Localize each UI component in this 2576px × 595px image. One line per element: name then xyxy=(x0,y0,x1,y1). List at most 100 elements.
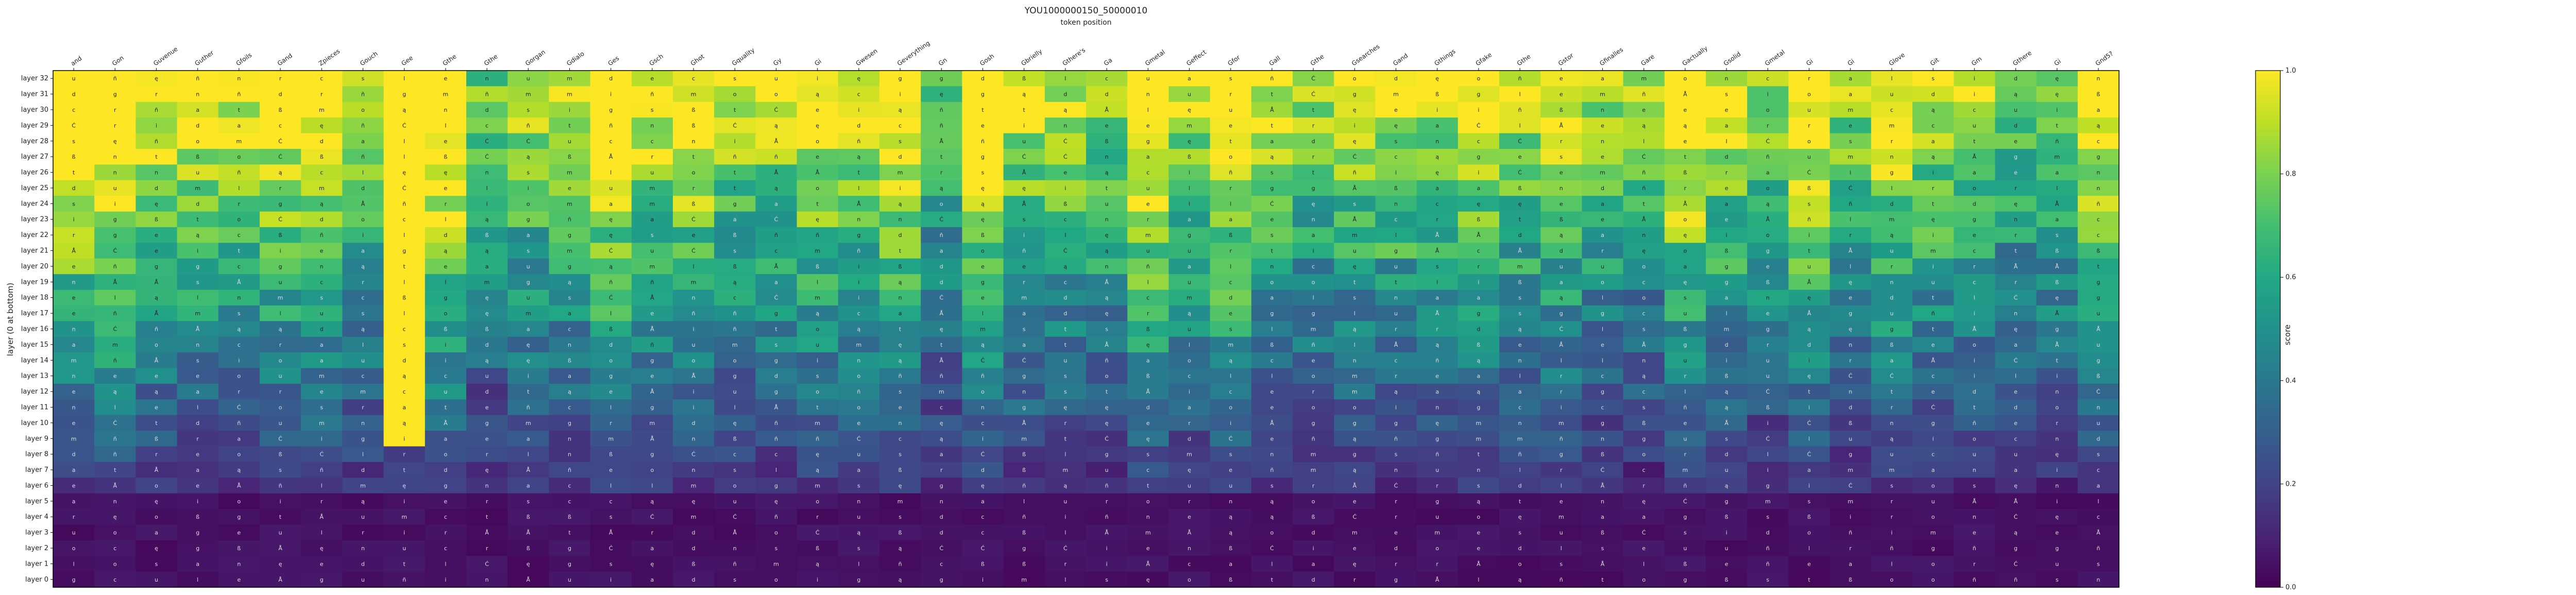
cell-annotation: Ć xyxy=(2014,295,2018,301)
cell-annotation: t xyxy=(899,326,902,333)
cell-annotation: i xyxy=(1808,482,1810,489)
heatmap-cell xyxy=(1871,86,1913,103)
cell-annotation: m xyxy=(1930,530,1936,536)
cell-annotation: i xyxy=(693,388,694,395)
heatmap-cell xyxy=(1416,117,1459,134)
cell-annotation: g xyxy=(1270,310,1274,317)
cell-annotation: r xyxy=(1395,498,1397,505)
cell-annotation: ß xyxy=(899,263,902,270)
heatmap-cell xyxy=(1003,86,1045,103)
heatmap-cell xyxy=(1375,133,1417,149)
heatmap-cell xyxy=(301,117,343,134)
cell-annotation: ß xyxy=(2096,91,2100,98)
cell-annotation: ę xyxy=(279,560,282,567)
cell-annotation: c xyxy=(1270,357,1274,364)
cell-annotation: n xyxy=(1105,263,1109,270)
cell-annotation: g xyxy=(981,91,985,98)
cell-annotation: t xyxy=(734,169,736,176)
cell-annotation: c xyxy=(361,295,364,301)
cell-annotation: Å xyxy=(1849,248,1853,254)
cell-annotation: e xyxy=(1477,545,1481,552)
cell-annotation: r xyxy=(816,514,819,520)
cell-annotation: Å xyxy=(774,263,778,270)
cell-annotation: g xyxy=(1435,498,1439,505)
heatmap-cell xyxy=(1540,133,1582,149)
cell-annotation: ñ xyxy=(650,91,654,98)
cell-annotation: l xyxy=(2015,373,2016,380)
heatmap-cell xyxy=(1871,101,1913,118)
heatmap-cell xyxy=(1458,164,1500,181)
cell-annotation: c xyxy=(981,420,984,427)
heatmap-cell xyxy=(755,101,798,118)
cell-annotation: a xyxy=(651,545,654,552)
cell-annotation: ą xyxy=(1890,232,1894,239)
cell-annotation: n xyxy=(485,75,489,82)
cell-annotation: s xyxy=(1023,326,1026,333)
cell-annotation: o xyxy=(444,451,448,458)
cell-annotation: ñ xyxy=(1560,435,1563,442)
cell-annotation: ę xyxy=(527,342,530,348)
cell-annotation: a xyxy=(196,467,199,473)
cell-annotation: s xyxy=(2097,451,2100,458)
cell-annotation: o xyxy=(1766,107,1770,113)
y-tick-label: layer 30 xyxy=(21,106,48,114)
y-tick-label: layer 23 xyxy=(21,216,48,224)
cell-annotation: ñ xyxy=(733,310,737,317)
cell-annotation: s xyxy=(1684,295,1687,301)
heatmap-cell xyxy=(1458,117,1500,134)
cell-annotation: Ć xyxy=(485,560,489,567)
cell-annotation: i xyxy=(982,435,984,442)
cell-annotation: m xyxy=(1889,122,1895,129)
cell-annotation: g xyxy=(279,263,282,270)
cell-annotation: Å xyxy=(2055,310,2059,317)
cell-annotation: e xyxy=(1684,107,1687,113)
cell-annotation: ß xyxy=(1849,576,1852,583)
cell-annotation: o xyxy=(238,373,241,380)
cell-annotation: Ć xyxy=(278,216,282,223)
heatmap-cell xyxy=(1871,148,1913,165)
cell-annotation: r xyxy=(1560,373,1563,380)
cell-annotation: Å xyxy=(1683,91,1687,98)
cell-annotation: s xyxy=(1229,326,1232,333)
heatmap-cell xyxy=(1623,86,1665,103)
cell-annotation: ą xyxy=(1684,122,1687,129)
x-tick-label: Gsch xyxy=(648,53,665,67)
heatmap-cell xyxy=(631,86,673,103)
cell-annotation: g xyxy=(1477,154,1480,160)
cell-annotation: e xyxy=(1642,545,1646,552)
heatmap-cell xyxy=(218,164,260,181)
cell-annotation: ę xyxy=(2055,75,2059,82)
cell-annotation: c xyxy=(1973,279,1976,285)
cell-annotation: l xyxy=(321,482,323,489)
cell-annotation: ę xyxy=(609,232,613,239)
x-tick-label: Gall xyxy=(1268,55,1282,67)
heatmap-cell xyxy=(383,86,426,103)
cell-annotation: u xyxy=(402,545,406,552)
cell-annotation: a xyxy=(1229,216,1232,223)
heatmap-cell xyxy=(1293,86,1334,103)
cell-annotation: ę xyxy=(1105,310,1109,317)
cell-annotation: ß xyxy=(1022,560,1026,567)
heatmap-cell xyxy=(921,148,962,165)
cell-annotation: Ć xyxy=(1849,185,1853,192)
heatmap-cell xyxy=(1499,86,1541,103)
cell-annotation: a xyxy=(1229,560,1232,567)
cell-annotation: ñ xyxy=(279,482,282,489)
cell-annotation: e xyxy=(72,295,76,301)
cell-annotation: ñ xyxy=(609,279,613,285)
cell-annotation: a xyxy=(1435,388,1439,395)
cell-annotation: ß xyxy=(72,154,76,160)
cell-annotation: m xyxy=(195,310,200,317)
cell-annotation: s xyxy=(775,342,778,348)
cell-annotation: c xyxy=(1931,122,1935,129)
heatmap-cell xyxy=(796,86,839,103)
cell-annotation: ß xyxy=(1229,232,1232,239)
cell-annotation: d xyxy=(981,467,985,473)
heatmap-cell xyxy=(714,133,756,149)
cell-annotation: ñ xyxy=(733,560,737,567)
cell-annotation: m xyxy=(567,169,572,176)
cell-annotation: d xyxy=(320,216,324,223)
cell-annotation: g xyxy=(940,482,943,489)
heatmap-cell xyxy=(1044,148,1087,165)
cell-annotation: g xyxy=(1683,514,1687,520)
